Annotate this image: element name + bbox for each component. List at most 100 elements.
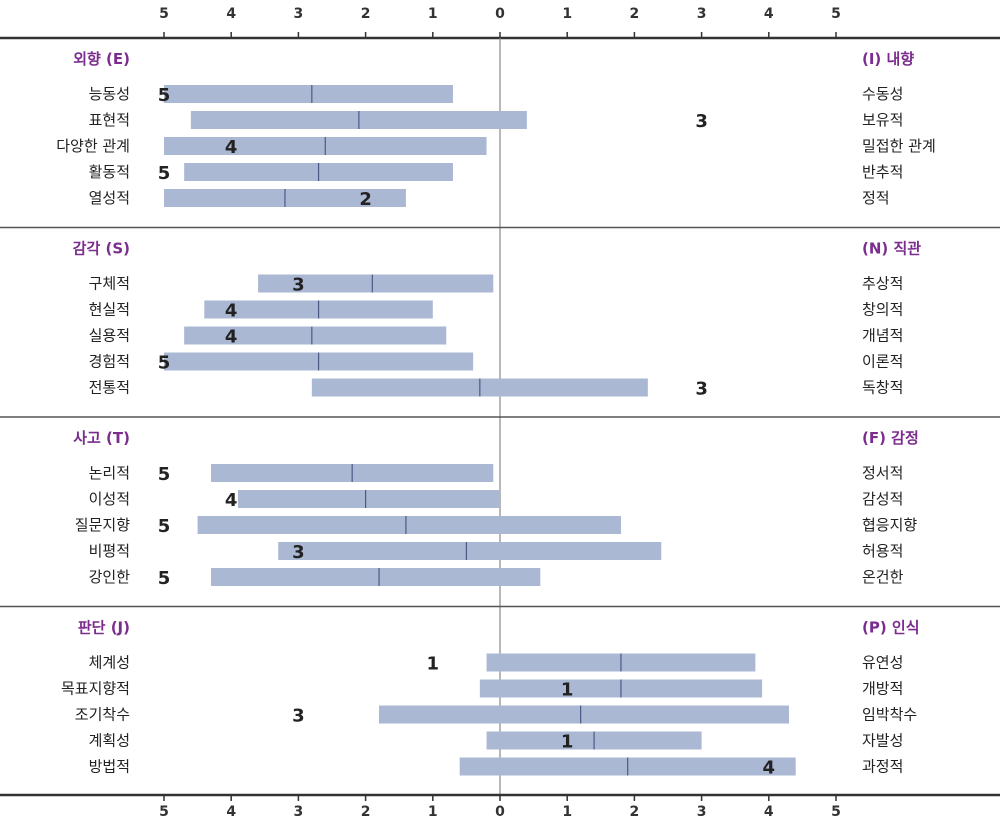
score-label: 4 bbox=[763, 758, 776, 779]
tick-label: 2 bbox=[361, 6, 371, 22]
right-trait-label: 수동성 bbox=[862, 85, 903, 103]
right-trait-label: 임박착수 bbox=[862, 706, 917, 724]
row: 질문지향 협응지향 5 bbox=[75, 516, 917, 537]
left-header: 감각 (S) bbox=[73, 240, 130, 258]
right-header: (I) 내향 bbox=[862, 50, 914, 68]
right-trait-label: 감성적 bbox=[862, 490, 903, 508]
left-trait-label: 구체적 bbox=[89, 275, 130, 293]
range-bar bbox=[164, 85, 453, 103]
row: 표현적 보유적 3 bbox=[89, 111, 903, 132]
row: 계획성 자발성 1 bbox=[89, 731, 903, 753]
tick-label: 4 bbox=[764, 6, 774, 22]
right-trait-label: 독창적 bbox=[862, 379, 903, 397]
left-trait-label: 활동적 bbox=[89, 163, 130, 181]
row: 능동성 수동성 5 bbox=[89, 85, 903, 106]
score-label: 4 bbox=[225, 327, 238, 348]
tick-label: 0 bbox=[495, 6, 505, 22]
right-trait-label: 과정적 bbox=[862, 758, 903, 776]
tick-label: 2 bbox=[630, 6, 640, 22]
range-bar bbox=[237, 490, 501, 508]
left-header: 외향 (E) bbox=[73, 50, 130, 68]
right-trait-label: 협응지향 bbox=[862, 516, 917, 534]
score-label: 5 bbox=[158, 568, 171, 589]
tick-label: 3 bbox=[697, 6, 707, 22]
score-label: 1 bbox=[427, 654, 440, 675]
top-axis-ticks: 5 4 3 2 1 0 1 2 3 4 5 bbox=[159, 6, 841, 38]
row: 비평적 허용적 3 bbox=[89, 542, 903, 563]
left-trait-label: 조기착수 bbox=[75, 706, 130, 724]
left-trait-label: 질문지향 bbox=[75, 516, 130, 534]
right-trait-label: 자발성 bbox=[862, 732, 903, 750]
tick-label: 3 bbox=[294, 6, 304, 22]
left-trait-label: 열성적 bbox=[89, 189, 130, 207]
score-label: 5 bbox=[158, 464, 171, 485]
row: 이성적 감성적 4 bbox=[89, 490, 903, 511]
right-trait-label: 이론적 bbox=[862, 353, 903, 371]
row: 실용적 개념적 4 bbox=[89, 326, 903, 348]
score-label: 1 bbox=[561, 732, 574, 753]
score-label: 5 bbox=[158, 353, 171, 374]
score-label: 4 bbox=[225, 301, 238, 322]
range-bar bbox=[184, 326, 447, 345]
score-label: 3 bbox=[292, 706, 305, 727]
row: 논리적 정서적 5 bbox=[89, 464, 903, 485]
right-trait-label: 추상적 bbox=[862, 275, 903, 293]
row: 조기착수 임박착수 3 bbox=[75, 705, 917, 727]
right-trait-label: 정적 bbox=[862, 189, 890, 207]
right-trait-label: 개방적 bbox=[862, 680, 903, 698]
tick-label: 2 bbox=[630, 804, 640, 820]
range-bar bbox=[197, 516, 621, 534]
row: 목표지향적 개방적 1 bbox=[61, 679, 903, 701]
tick-label: 4 bbox=[226, 804, 236, 820]
right-trait-label: 창의적 bbox=[862, 301, 903, 319]
tick-label: 5 bbox=[159, 804, 169, 820]
row: 현실적 창의적 4 bbox=[89, 300, 903, 322]
left-header: 사고 (T) bbox=[73, 429, 130, 447]
row: 열성적 정적 2 bbox=[89, 189, 890, 210]
tick-label: 5 bbox=[831, 804, 841, 820]
row: 체계성 유연성 1 bbox=[89, 653, 903, 675]
row: 방법적 과정적 4 bbox=[89, 757, 903, 779]
left-trait-label: 계획성 bbox=[89, 732, 130, 750]
row: 강인한 온건한 5 bbox=[89, 568, 904, 589]
left-trait-label: 표현적 bbox=[89, 111, 130, 129]
tick-label: 3 bbox=[697, 804, 707, 820]
tick-label: 3 bbox=[294, 804, 304, 820]
left-trait-label: 경험적 bbox=[89, 353, 130, 371]
score-label: 4 bbox=[225, 137, 238, 158]
range-bar bbox=[278, 542, 662, 560]
right-trait-label: 보유적 bbox=[862, 111, 903, 129]
left-trait-label: 다양한 관계 bbox=[56, 137, 130, 155]
score-label: 1 bbox=[561, 680, 574, 701]
score-label: 5 bbox=[158, 516, 171, 537]
tick-label: 4 bbox=[764, 804, 774, 820]
left-trait-label: 현실적 bbox=[89, 301, 130, 319]
score-label: 2 bbox=[359, 189, 372, 210]
tick-label: 2 bbox=[361, 804, 371, 820]
row: 다양한 관계 밀접한 관계 4 bbox=[56, 137, 936, 158]
left-trait-label: 체계성 bbox=[89, 654, 130, 672]
right-header: (F) 감정 bbox=[862, 429, 919, 447]
left-trait-label: 이성적 bbox=[89, 490, 130, 508]
score-label: 4 bbox=[225, 490, 238, 511]
right-trait-label: 유연성 bbox=[862, 654, 903, 672]
left-trait-label: 전통적 bbox=[89, 379, 130, 397]
right-trait-label: 온건한 bbox=[862, 568, 904, 586]
score-label: 3 bbox=[292, 275, 305, 296]
score-label: 3 bbox=[695, 379, 708, 400]
left-trait-label: 비평적 bbox=[89, 542, 130, 560]
right-trait-label: 정서적 bbox=[862, 464, 903, 482]
row: 경험적 이론적 5 bbox=[89, 352, 903, 374]
left-trait-label: 강인한 bbox=[89, 568, 131, 586]
range-bar bbox=[379, 705, 789, 724]
right-header: (P) 인식 bbox=[862, 619, 920, 637]
left-trait-label: 방법적 bbox=[89, 758, 130, 776]
left-trait-label: 실용적 bbox=[89, 327, 130, 345]
tick-label: 1 bbox=[428, 804, 438, 820]
